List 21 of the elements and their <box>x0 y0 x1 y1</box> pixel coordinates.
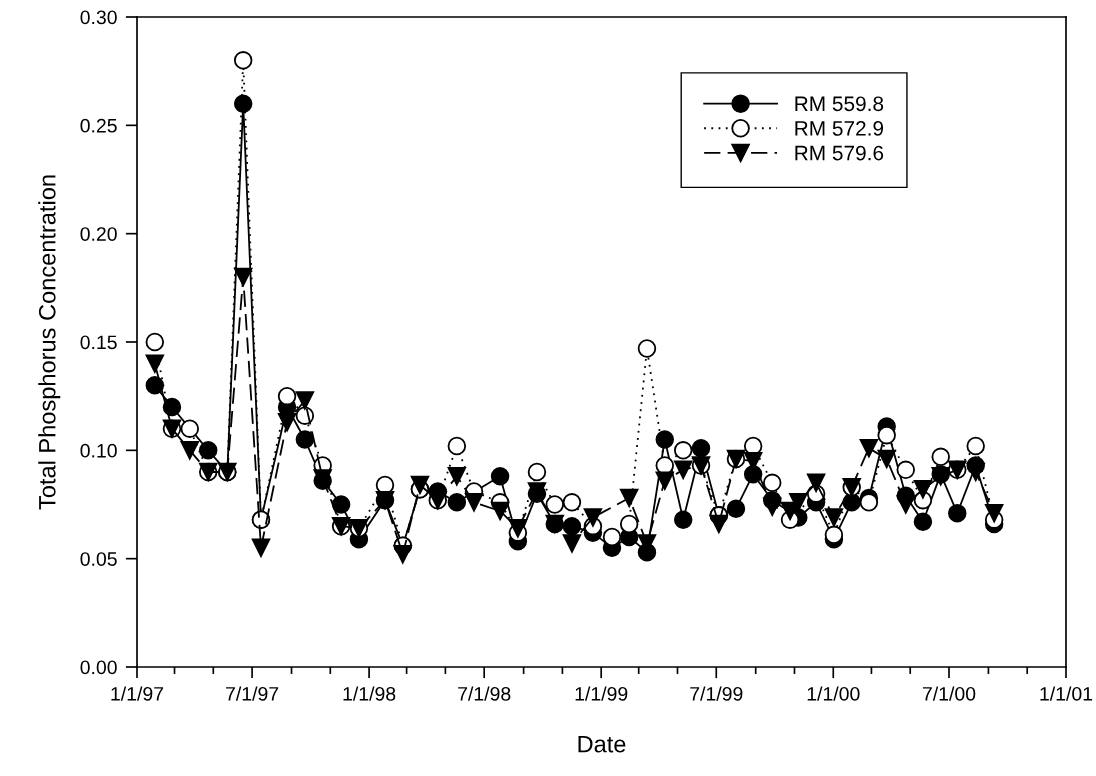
x-tick-label: 1/1/01 <box>1040 686 1093 701</box>
x-tick-label: 1/1/99 <box>575 686 628 701</box>
y-axis-title: Total Phosphorus Concentration <box>38 175 61 510</box>
legend-label: RM 579.6 <box>795 145 884 161</box>
x-tick-label: 7/1/99 <box>690 686 743 701</box>
y-tick-label: 0.25 <box>80 118 117 133</box>
legend-label: RM 559.8 <box>795 96 884 112</box>
x-tick-label: 7/1/97 <box>226 686 279 701</box>
y-tick-label: 0.15 <box>80 335 117 350</box>
y-tick-label: 0.05 <box>80 552 117 566</box>
x-tick-label: 1/1/98 <box>343 686 396 701</box>
x-tick-label: 7/1/98 <box>458 686 511 701</box>
x-tick-label: 1/1/97 <box>111 686 164 701</box>
x-axis-title: Date <box>578 735 626 753</box>
y-tick-label: 0.20 <box>80 227 117 241</box>
x-tick-label: 1/1/00 <box>807 686 860 701</box>
y-tick-label: 0.10 <box>80 443 117 458</box>
x-tick-label: 7/1/00 <box>922 686 976 701</box>
legend-label: RM 572.9 <box>795 121 884 136</box>
y-tick-label: 0.30 <box>80 10 117 25</box>
y-tick-label: 0.00 <box>80 660 117 675</box>
